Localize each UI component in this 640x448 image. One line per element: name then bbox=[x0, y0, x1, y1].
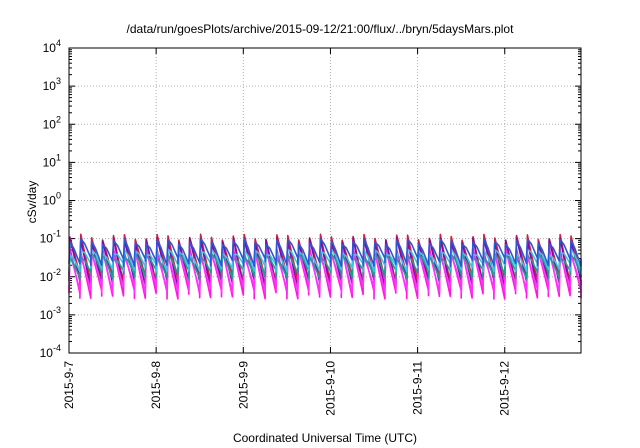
y-tick-label: 10-3 bbox=[40, 305, 61, 322]
y-tick-label: 101 bbox=[43, 152, 61, 169]
chart-title: /data/run/goesPlots/archive/2015-09-12/2… bbox=[126, 22, 514, 36]
y-tick-label: 100 bbox=[43, 191, 61, 208]
x-tick-label: 2015-9-7 bbox=[62, 361, 76, 409]
x-tick-label: 2015-9-10 bbox=[323, 361, 337, 416]
y-tick-label: 103 bbox=[43, 76, 61, 93]
y-tick-label: 10-2 bbox=[40, 267, 61, 284]
x-tick-label: 2015-9-12 bbox=[498, 361, 512, 416]
x-tick-label: 2015-9-8 bbox=[149, 361, 163, 409]
y-tick-label: 104 bbox=[43, 38, 61, 55]
x-tick-label: 2015-9-11 bbox=[411, 361, 425, 415]
y-tick-label: 102 bbox=[43, 114, 61, 131]
x-axis-label: Coordinated Universal Time (UTC) bbox=[232, 431, 418, 445]
y-tick-label: 10-1 bbox=[40, 229, 61, 246]
plot-frame bbox=[68, 47, 582, 354]
x-tick-label: 2015-9-9 bbox=[236, 361, 250, 409]
y-tick-label: 10-4 bbox=[40, 343, 61, 360]
series-line bbox=[68, 237, 582, 268]
